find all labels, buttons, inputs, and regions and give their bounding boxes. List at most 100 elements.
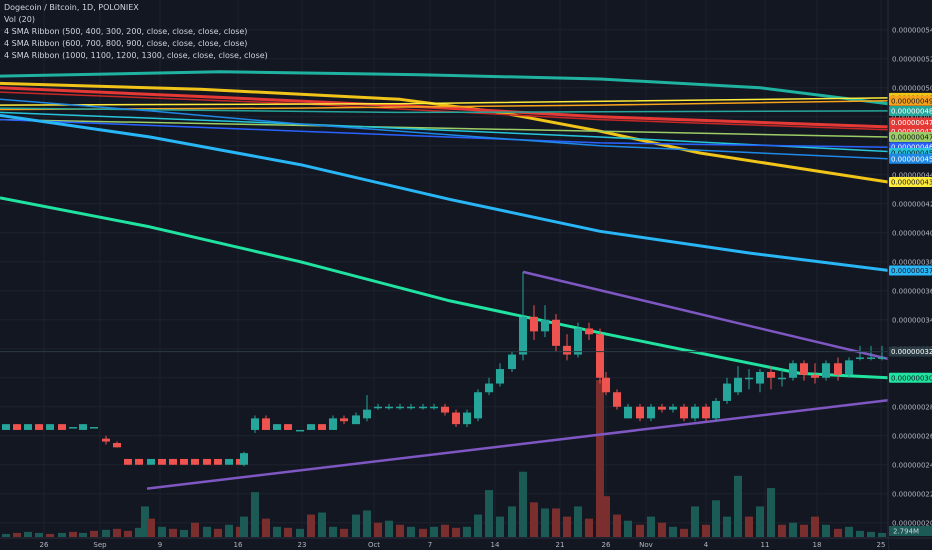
time-tick-label: Oct	[368, 541, 380, 549]
chart-legend: Dogecoin / Bitcoin, 1D, POLONIEX Vol (20…	[4, 2, 268, 62]
candle-body	[225, 458, 233, 465]
candle-body	[800, 363, 808, 375]
candle-body	[658, 406, 666, 410]
volume-bar	[867, 531, 875, 537]
candle-body	[530, 316, 538, 332]
volume-bar	[374, 522, 382, 537]
volume-bar	[147, 518, 155, 537]
candle-body	[296, 429, 304, 432]
volume-bar	[363, 510, 371, 537]
candle-body	[135, 458, 143, 465]
candle-body	[508, 354, 516, 370]
candle-body	[158, 458, 166, 465]
candle-body	[596, 334, 604, 378]
chart-title[interactable]: Dogecoin / Bitcoin, 1D, POLONIEX	[4, 3, 139, 12]
volume-bar	[262, 518, 270, 537]
volume-bar	[124, 530, 132, 537]
volume-tag-box	[889, 526, 932, 536]
candle-body	[430, 406, 438, 409]
indicator-sma-ribbon-2[interactable]: 4 SMA Ribbon (600, 700, 800, 900, close,…	[4, 39, 248, 48]
sma-line	[0, 118, 889, 138]
volume-bar	[352, 514, 360, 537]
volume-bar	[307, 514, 315, 537]
volume-bar	[530, 502, 538, 537]
price-tag-label: 0.00000030	[891, 374, 932, 382]
candle-body	[669, 406, 677, 410]
candle-body	[845, 360, 853, 375]
price-tick-label: 0.00000042	[892, 200, 932, 208]
volume-bar	[225, 524, 233, 537]
price-tag-label: 0.00000032	[891, 348, 932, 356]
price-tag-label: 0.00000045	[891, 150, 932, 158]
candle-body	[203, 458, 211, 465]
volume-bar	[79, 532, 87, 537]
price-tick-label: 0.00000038	[892, 258, 932, 266]
time-tick-label: 4	[704, 541, 709, 549]
candle-body	[767, 371, 775, 378]
candle-body	[585, 328, 593, 335]
volume-bar	[214, 528, 222, 537]
candle-body	[284, 424, 292, 430]
price-tag-label: 0.00000047	[891, 134, 932, 142]
price-tick-label: 0.00000026	[892, 432, 932, 440]
volume-bar	[734, 475, 742, 537]
time-tick-label: 26	[40, 541, 49, 549]
volume-bar	[251, 492, 259, 537]
volume-bar	[46, 533, 54, 537]
price-tag	[889, 95, 932, 106]
candle-body	[147, 458, 155, 465]
volume-bar	[789, 522, 797, 537]
volume-bar	[624, 520, 632, 537]
volume-bar	[58, 532, 66, 537]
candle-body	[485, 383, 493, 393]
price-tick-label: 0.00000048	[892, 113, 932, 121]
candle-body	[789, 363, 797, 378]
volume-bar	[602, 496, 610, 537]
sma-line	[0, 100, 889, 111]
candle-body	[24, 424, 32, 430]
volume-bar	[273, 526, 281, 537]
candle-body	[180, 458, 188, 465]
candle-body	[69, 427, 77, 429]
time-axis-ticks: 26 Sep 9 16 23 Oct 7 14 21 26 Nov 4 11 18 25	[40, 541, 886, 549]
candle-body	[262, 418, 270, 430]
candle-body	[552, 319, 560, 346]
candle-body	[35, 424, 43, 430]
volume-bar	[158, 526, 166, 537]
candle-body	[712, 400, 720, 419]
volume-bar	[723, 516, 731, 537]
volume-bar	[474, 514, 482, 537]
candle-body	[58, 424, 66, 430]
volume-bar	[452, 527, 460, 537]
sma-line	[0, 111, 889, 153]
indicator-sma-ribbon-1[interactable]: 4 SMA Ribbon (500, 400, 300, 200, close,…	[4, 27, 248, 36]
candle-body	[636, 406, 644, 419]
volume-bar	[135, 527, 143, 537]
candle-body	[79, 424, 87, 430]
candle-body	[496, 369, 504, 384]
time-tick-label: Sep	[93, 541, 107, 549]
price-tag	[889, 346, 932, 357]
volume-bar	[284, 527, 292, 537]
volume-bar	[463, 526, 471, 537]
volume-bar	[778, 524, 786, 537]
indicator-sma-ribbon-3[interactable]: 4 SMA Ribbon (1000, 1100, 1200, 1300, cl…	[4, 51, 268, 60]
price-tag	[889, 132, 932, 143]
candle-body	[13, 424, 21, 430]
volume-bar	[878, 532, 886, 537]
candle-body	[385, 406, 393, 409]
candle-body	[778, 377, 786, 380]
candle-body	[756, 371, 764, 384]
indicator-volume[interactable]: Vol (20)	[4, 15, 35, 24]
candle-body	[745, 377, 753, 380]
candle-body	[46, 424, 54, 430]
volume-bar	[203, 526, 211, 537]
sma-line	[0, 97, 889, 106]
volume-bar	[496, 516, 504, 537]
price-tick-label: 0.00000028	[892, 403, 932, 411]
volume-bar	[636, 524, 644, 537]
volume-bar	[756, 506, 764, 537]
sma-ribbons	[0, 70, 889, 380]
